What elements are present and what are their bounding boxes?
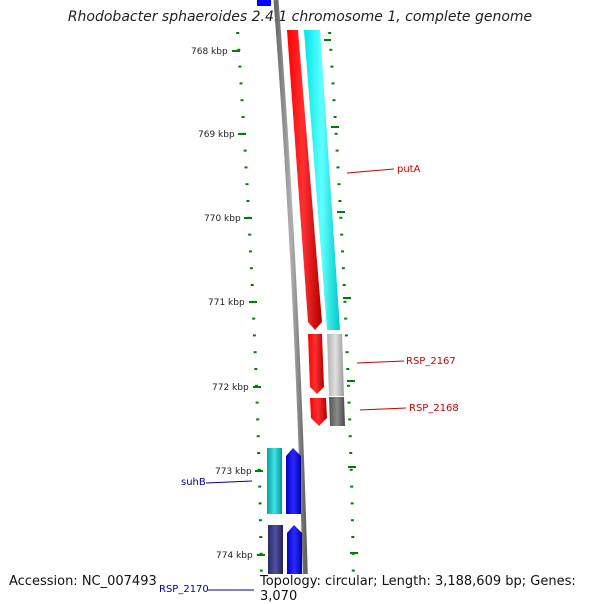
- gene-arrow-suhB: [286, 448, 301, 514]
- minor-tick: [252, 334, 256, 337]
- minor-tick: [340, 233, 344, 236]
- cds-block-suhB: [267, 448, 282, 514]
- gene-label-RSP_2167[interactable]: RSP_2167: [406, 356, 456, 367]
- gene-arrow-RSP_2167: [308, 334, 324, 394]
- leader-suhB: [205, 480, 253, 484]
- minor-tick: [255, 384, 258, 387]
- accession-label: Accession: NC_007493: [9, 574, 157, 589]
- minor-tick: [256, 435, 260, 438]
- minor-tick: [348, 435, 352, 438]
- minor-tick: [330, 65, 334, 68]
- gene-label-RSP_2168[interactable]: RSP_2168: [409, 403, 459, 414]
- minor-tick: [237, 48, 241, 51]
- gene-arrow-RSP_2168: [310, 398, 327, 426]
- minor-tick: [236, 32, 240, 34]
- cds-block-RSP_2167: [327, 334, 344, 396]
- leader-RSP_2167: [356, 360, 405, 364]
- minor-tick: [332, 99, 336, 102]
- scale-label-772: 772 kbp: [212, 383, 249, 393]
- minor-tick: [241, 116, 245, 118]
- leader-RSP_2168: [359, 407, 407, 411]
- minor-tick: [346, 368, 350, 370]
- minor-tick: [351, 536, 355, 538]
- minor-tick: [255, 401, 259, 404]
- minor-tick: [243, 149, 247, 152]
- scale-label-773: 773 kbp: [215, 467, 252, 477]
- minor-tick: [348, 418, 352, 421]
- minor-tick: [253, 351, 257, 354]
- minor-tick: [256, 418, 260, 421]
- scale-label-769: 769 kbp: [198, 130, 235, 140]
- scale-label-768: 768 kbp: [191, 47, 228, 57]
- minor-tick: [331, 82, 335, 85]
- leader-putA: [346, 168, 395, 174]
- minor-tick: [337, 183, 341, 186]
- outer-tick-marks: [328, 32, 355, 572]
- map-title: Rhodobacter sphaeroides 2.4.1 chromosome…: [67, 9, 533, 25]
- minor-tick: [259, 536, 263, 538]
- cds-block-putA: [304, 30, 340, 330]
- genome-summary: Topology: circular; Length: 3,188,609 bp…: [260, 574, 600, 604]
- minor-tick: [333, 116, 337, 118]
- minor-tick: [257, 452, 261, 454]
- minor-tick: [349, 452, 353, 454]
- minor-tick: [254, 368, 258, 370]
- gene-label-putA[interactable]: putA: [397, 164, 421, 175]
- minor-tick: [338, 200, 342, 202]
- minor-tick: [238, 65, 242, 68]
- minor-tick: [257, 468, 261, 471]
- minor-tick: [345, 351, 349, 354]
- genome-backbone: [273, 0, 309, 600]
- minor-tick: [339, 216, 343, 219]
- minor-tick: [350, 502, 354, 505]
- minor-tick: [252, 317, 256, 320]
- minor-tick: [249, 267, 253, 270]
- minor-tick: [239, 82, 243, 85]
- minor-tick: [245, 183, 249, 186]
- minor-tick: [258, 502, 262, 505]
- minor-tick: [240, 99, 244, 102]
- minor-tick: [244, 166, 248, 169]
- minor-tick: [334, 132, 338, 135]
- minor-tick: [336, 166, 340, 169]
- minor-tick: [246, 200, 250, 202]
- minor-tick: [341, 267, 345, 270]
- minor-tick: [344, 317, 348, 320]
- minor-tick: [248, 233, 252, 236]
- major-ticks: [232, 39, 358, 556]
- gene-arrow-putA: [287, 30, 322, 330]
- minor-tick: [342, 284, 346, 286]
- minor-tick: [335, 149, 339, 152]
- gene-label-suhB[interactable]: suhB: [181, 477, 206, 488]
- minor-tick: [341, 250, 344, 253]
- minor-tick: [329, 48, 333, 51]
- gene-label-RSP_2170[interactable]: RSP_2170: [159, 584, 209, 595]
- minor-tick: [258, 519, 262, 522]
- minor-tick: [259, 552, 263, 555]
- minor-tick: [344, 334, 348, 337]
- minor-tick: [347, 401, 351, 404]
- minor-tick: [259, 569, 263, 572]
- scale-label-771: 771 kbp: [208, 298, 245, 308]
- top-gene-fragment: [257, 0, 271, 6]
- minor-tick: [250, 284, 254, 286]
- minor-tick: [350, 519, 354, 522]
- minor-tick: [249, 250, 252, 253]
- minor-tick: [349, 468, 353, 471]
- minor-tick: [328, 32, 332, 34]
- minor-tick: [350, 485, 354, 488]
- minor-tick: [347, 384, 350, 387]
- minor-tick: [351, 569, 355, 572]
- scale-label-774: 774 kbp: [216, 551, 253, 561]
- minor-tick: [258, 485, 262, 488]
- scale-label-770: 770 kbp: [204, 214, 241, 224]
- cds-block-RSP_2168: [329, 397, 345, 426]
- minor-tick: [343, 300, 347, 303]
